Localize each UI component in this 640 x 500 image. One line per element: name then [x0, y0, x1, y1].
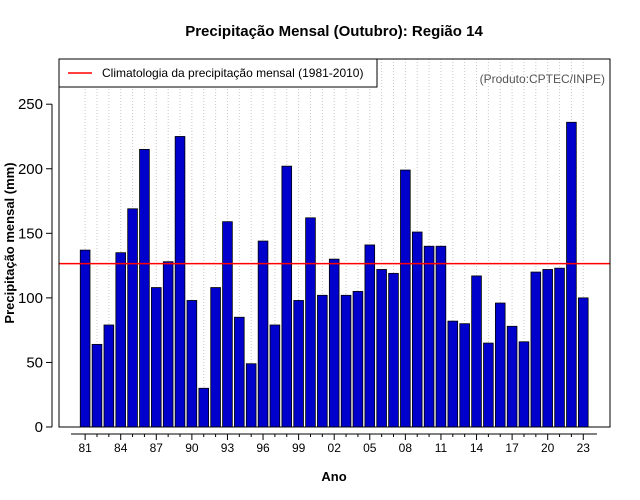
- bar: [566, 121, 577, 428]
- bar: [388, 272, 399, 428]
- bar: [494, 302, 506, 428]
- x-tick-label: 02: [328, 441, 342, 455]
- bar: [269, 324, 281, 428]
- bar: [222, 221, 233, 428]
- bar: [411, 231, 423, 428]
- x-tick-label: 23: [577, 441, 591, 455]
- bar: [234, 316, 245, 428]
- x-axis: 81 84 87 90 93 96 99 02 05 08 11 14 17 20 23: [71, 433, 597, 455]
- bar: [91, 343, 103, 428]
- bar: [210, 287, 221, 428]
- x-tick-label: 96: [256, 441, 270, 455]
- bar: [483, 342, 494, 428]
- x-tick-label: 90: [185, 441, 199, 455]
- bar: [103, 324, 115, 428]
- y-tick-label: 250: [18, 96, 43, 113]
- bars: [79, 121, 589, 428]
- bar: [423, 245, 435, 428]
- bar: [506, 325, 518, 428]
- chart-title: Precipitação Mensal (Outubro): Região 14: [185, 23, 483, 40]
- bar: [257, 240, 269, 428]
- bar: [115, 252, 126, 428]
- x-tick-label: 05: [363, 441, 377, 455]
- bar: [578, 297, 589, 428]
- bar: [364, 244, 376, 428]
- bar: [151, 287, 162, 428]
- credit-text: (Produto:CPTEC/INPE): [480, 72, 605, 86]
- bar: [328, 258, 340, 428]
- x-tick-label: 08: [399, 441, 413, 455]
- bar: [281, 165, 293, 428]
- bar: [447, 320, 459, 428]
- bar: [245, 363, 257, 428]
- legend-box: [58, 58, 378, 88]
- y-tick-label: 150: [18, 225, 43, 242]
- legend: Climatologia da precipitação mensal (198…: [58, 58, 378, 88]
- bar: [376, 269, 387, 428]
- bar: [400, 169, 411, 428]
- x-tick-label: 11: [435, 441, 448, 455]
- bar: [174, 136, 186, 428]
- bar: [79, 249, 91, 428]
- bar: [162, 261, 174, 428]
- x-tick-label: 81: [78, 441, 92, 455]
- y-axis-label: Precipitação mensal (mm): [2, 162, 17, 323]
- y-axis: 0 50 100 150 200 250: [18, 96, 53, 436]
- bar: [340, 294, 352, 428]
- bar: [198, 387, 209, 428]
- bar: [554, 267, 565, 428]
- bar: [186, 300, 198, 428]
- bar: [293, 300, 304, 428]
- y-tick-label: 100: [18, 290, 43, 307]
- x-axis-label: Ano: [321, 469, 346, 484]
- bar: [435, 245, 447, 428]
- bar: [471, 275, 482, 428]
- y-tick-label: 50: [26, 354, 43, 371]
- bar: [317, 294, 328, 428]
- x-tick-label: 99: [292, 441, 306, 455]
- x-tick-label: 20: [541, 441, 555, 455]
- bar: [139, 148, 150, 428]
- x-tick-label: 93: [221, 441, 235, 455]
- y-tick-label: 200: [18, 161, 43, 178]
- legend-label: Climatologia da precipitação mensal (198…: [102, 66, 363, 80]
- bar: [305, 217, 316, 428]
- x-tick-label: 14: [470, 441, 484, 455]
- bar: [127, 208, 138, 428]
- bar: [352, 291, 364, 428]
- bar: [530, 271, 542, 428]
- x-tick-label: 17: [505, 441, 519, 455]
- x-tick-label: 87: [150, 441, 164, 455]
- bar: [459, 323, 470, 428]
- x-tick-label: 84: [114, 441, 128, 455]
- bar: [518, 341, 530, 428]
- bar: [542, 269, 553, 428]
- y-tick-label: 0: [35, 419, 43, 436]
